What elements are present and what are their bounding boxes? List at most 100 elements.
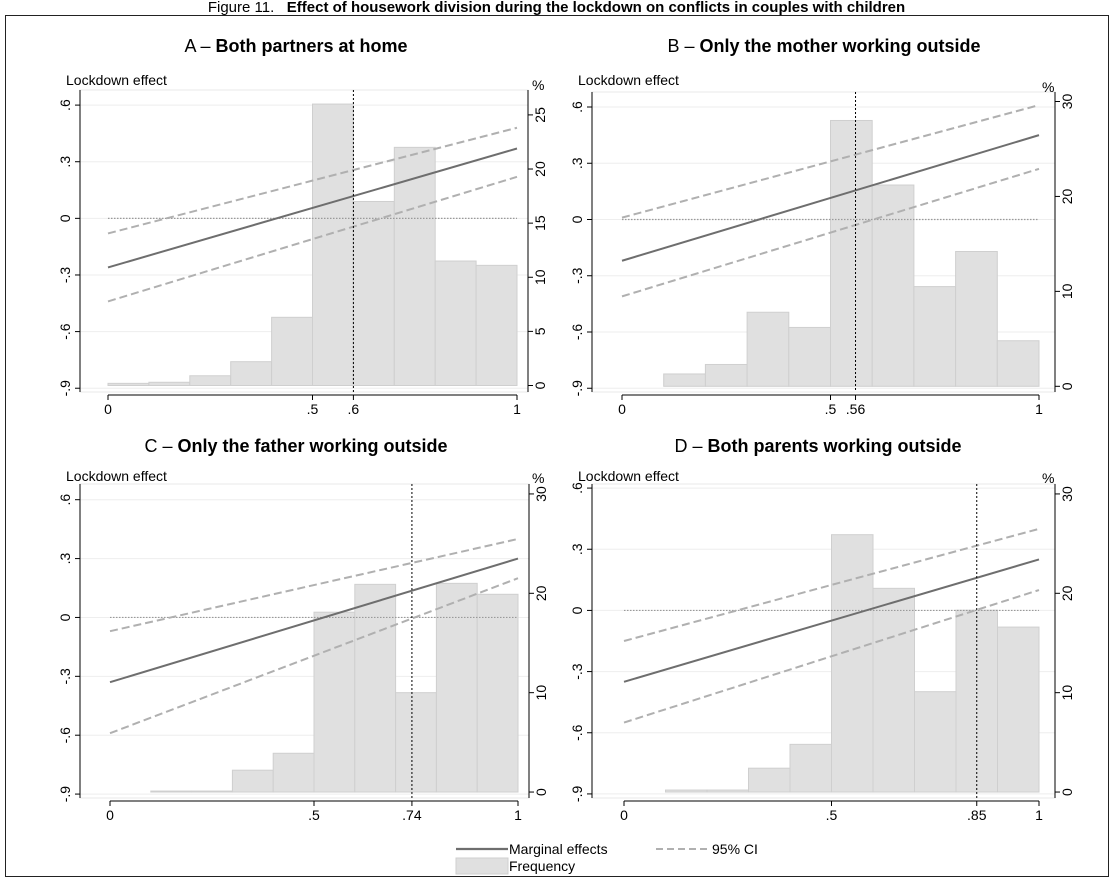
y-tick-label: -.3	[569, 267, 585, 284]
histogram-bar	[231, 769, 274, 793]
histogram-bar	[830, 119, 873, 387]
y-tick-label: -.3	[57, 668, 73, 685]
y2-tick-label: 10	[532, 269, 548, 285]
y-axis-label: Lockdown effect	[578, 468, 679, 484]
y-tick-label: 0	[569, 606, 585, 614]
histogram-bar	[476, 593, 519, 793]
panel-title-text: Both partners at home	[216, 36, 408, 56]
marginal-effects-line	[109, 557, 519, 684]
y2-tick-label: 30	[533, 486, 549, 502]
y-tick-label: -.6	[57, 323, 73, 340]
ci-upper-line	[109, 537, 519, 633]
histogram-bar	[746, 311, 790, 387]
x-tick-label: .5	[308, 807, 320, 823]
y-axis-label: Lockdown effect	[578, 72, 679, 88]
y2-axis-label: %	[532, 77, 544, 93]
marginal-effects-line	[107, 147, 518, 269]
histogram-bar	[871, 184, 915, 387]
x-tick-label: .56	[846, 401, 866, 417]
y2-tick-label: 10	[1059, 685, 1075, 701]
y2-tick-label: 20	[1059, 585, 1075, 601]
x-tick-label: .5	[825, 401, 837, 417]
panel-title: C – Only the father working outside	[144, 436, 447, 456]
panel-letter: A –	[184, 36, 215, 56]
y-tick-label: -.3	[569, 663, 585, 680]
y-tick-label: 0	[57, 613, 73, 621]
x-tick-label: 0	[106, 807, 114, 823]
figure-frame	[5, 15, 1109, 877]
figure-title-prefix: Figure 11.	[207, 0, 275, 16]
y2-tick-label: 0	[1059, 788, 1075, 796]
panel-title: A – Both partners at home	[184, 36, 407, 56]
y2-tick-label: 20	[533, 585, 549, 601]
histogram-bar	[788, 326, 831, 387]
histogram-bar	[352, 200, 395, 387]
x-tick-label: .5	[307, 401, 319, 417]
histogram-bar	[395, 692, 437, 793]
histogram-bar	[434, 260, 477, 387]
histogram-bar	[789, 743, 832, 793]
histogram-bar	[475, 264, 518, 387]
panel-title: B – Only the mother working outside	[667, 36, 980, 56]
histogram-bar	[189, 375, 232, 387]
y-tick-label: .6	[569, 482, 585, 494]
histogram-bar	[148, 381, 191, 387]
y-tick-label: -.9	[57, 786, 73, 803]
histogram-bar	[435, 582, 478, 793]
panel-letter: C –	[144, 436, 177, 456]
figure-title: Figure 11. Effect of housework division …	[0, 0, 1113, 16]
y-axis-label: Lockdown effect	[66, 72, 167, 88]
x-tick-label: 0	[618, 401, 626, 417]
y-tick-label: .3	[57, 553, 73, 565]
y-tick-label: .6	[57, 99, 73, 111]
ci-lower-line	[109, 577, 519, 735]
y2-tick-label: 0	[1059, 382, 1075, 390]
y2-tick-label: 0	[532, 381, 548, 389]
ci-lower-line	[621, 167, 1040, 298]
y2-tick-label: 10	[533, 685, 549, 701]
y2-tick-label: 25	[532, 107, 548, 123]
ci-upper-line	[107, 126, 518, 235]
y2-tick-label: 10	[1059, 283, 1075, 299]
marginal-effects-line	[621, 134, 1040, 262]
histogram-bar	[150, 790, 193, 793]
ci-lower-line	[623, 589, 1040, 724]
y-tick-label: -.6	[57, 727, 73, 744]
y-tick-label: -.9	[569, 786, 585, 803]
y2-tick-label: 5	[532, 327, 548, 335]
histogram-bar	[913, 286, 957, 387]
y-tick-label: -.9	[57, 380, 73, 397]
panel-title-text: Both parents working outside	[708, 436, 962, 456]
y-axis-label: Lockdown effect	[66, 468, 167, 484]
x-tick-label: 1	[1035, 807, 1043, 823]
panel-title-text: Only the father working outside	[177, 436, 447, 456]
y2-axis-label: %	[1042, 470, 1054, 486]
y2-axis-label: %	[532, 470, 544, 486]
x-tick-label: .5	[826, 807, 838, 823]
histogram-bar	[872, 587, 915, 793]
chart-legend: Marginal effects 95% CI Frequency	[455, 841, 758, 875]
x-tick-label: 1	[1035, 401, 1043, 417]
y-tick-label: .6	[57, 494, 73, 506]
histogram-bar	[997, 626, 1040, 793]
y-tick-label: .6	[569, 101, 585, 113]
x-tick-label: 0	[104, 401, 112, 417]
y2-tick-label: 20	[532, 161, 548, 177]
x-tick-label: .6	[348, 401, 360, 417]
histogram-bar	[914, 691, 957, 793]
y2-axis-label: %	[1042, 79, 1054, 95]
y-tick-label: .3	[569, 543, 585, 555]
histogram-bar	[393, 146, 436, 387]
y2-tick-label: 30	[1059, 486, 1075, 502]
histogram-bar	[271, 316, 314, 387]
y-tick-label: 0	[57, 214, 73, 222]
x-tick-label: 1	[514, 807, 522, 823]
histogram-bar	[704, 363, 748, 387]
legend-ci-label: 95% CI	[712, 841, 758, 857]
panel-letter: D –	[674, 436, 707, 456]
y2-tick-label: 15	[532, 215, 548, 231]
histogram-bar	[313, 611, 356, 793]
figure-title-text: Effect of housework division during the …	[286, 0, 906, 16]
histogram-bar	[665, 789, 708, 793]
x-tick-label: .85	[967, 807, 987, 823]
